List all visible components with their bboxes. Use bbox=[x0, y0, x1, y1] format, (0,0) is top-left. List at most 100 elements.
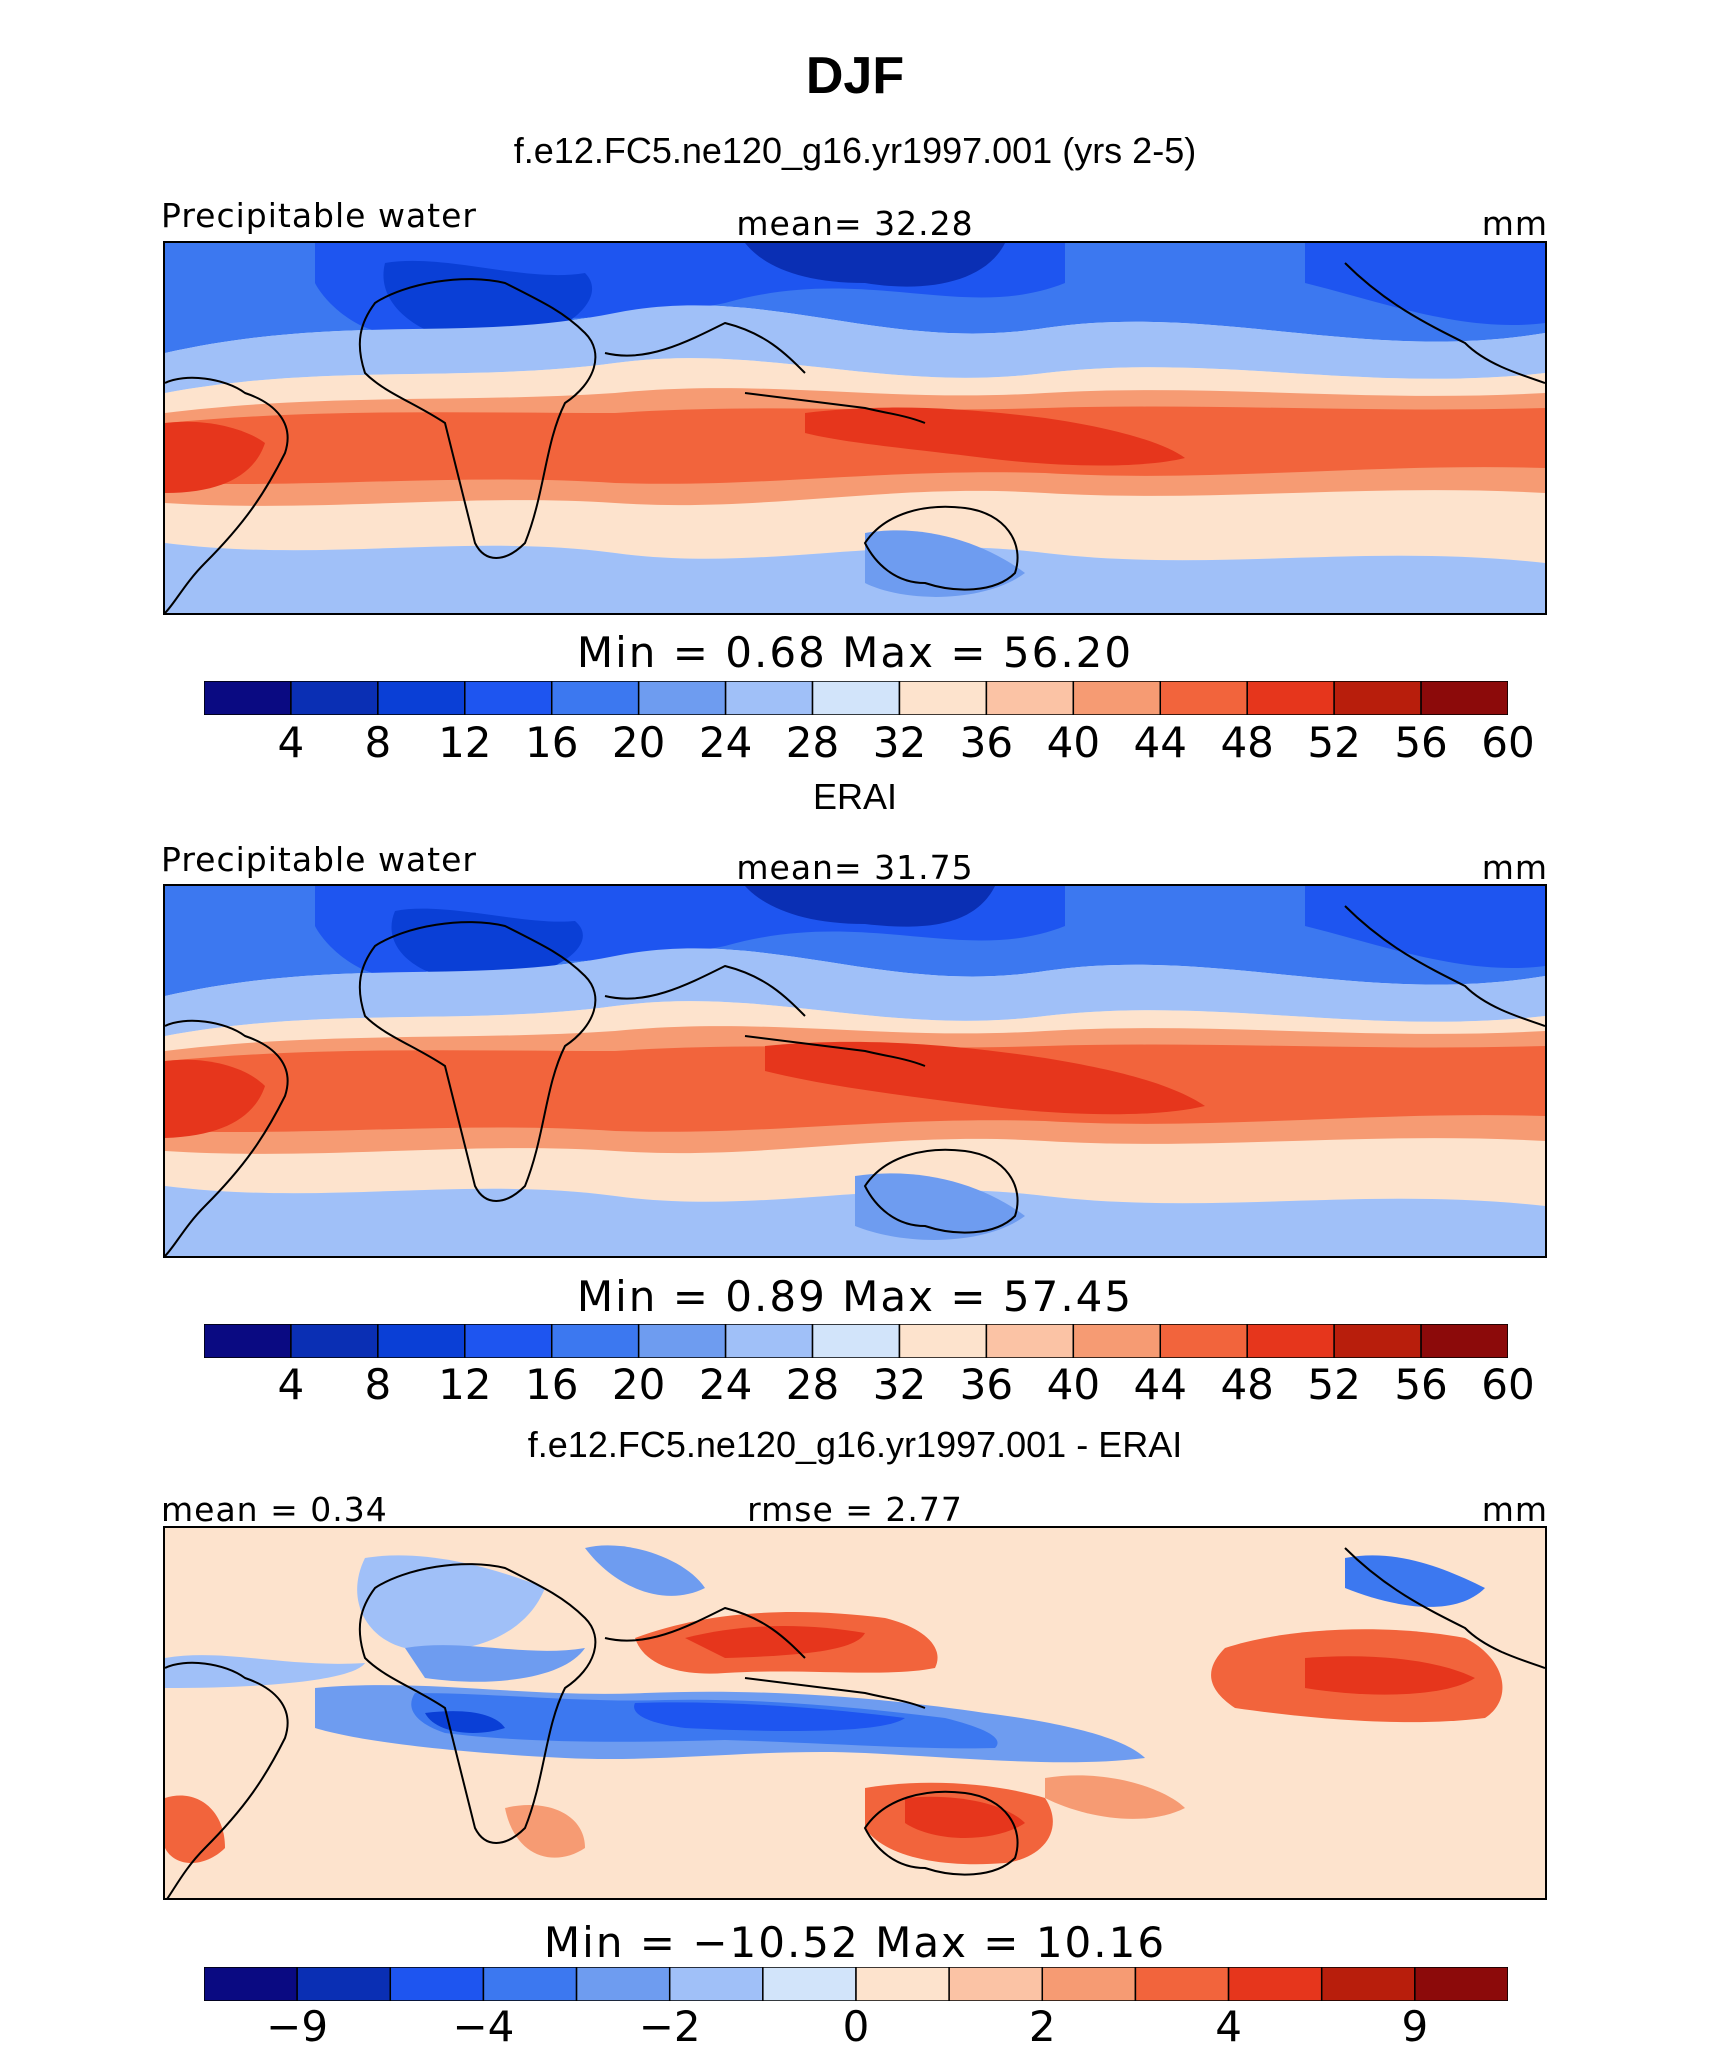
panel2-right-label: mm bbox=[1481, 848, 1548, 887]
colorbar-swatch bbox=[1246, 680, 1335, 716]
colorbar-tick-label: 48 bbox=[1220, 718, 1274, 767]
panel1-right-label: mm bbox=[1481, 204, 1548, 243]
colorbar-swatch bbox=[464, 1323, 553, 1359]
colorbar-swatch bbox=[290, 680, 379, 716]
colorbar-swatch bbox=[855, 1966, 950, 2002]
panel2-colorbar bbox=[203, 1323, 1509, 1359]
colorbar-tick-label: 24 bbox=[698, 718, 753, 767]
colorbar-tick-label: 28 bbox=[785, 1360, 840, 1409]
colorbar-tick-label: 4 bbox=[277, 718, 305, 767]
colorbar-tick-label: 60 bbox=[1481, 1360, 1535, 1409]
colorbar-tick-label: 44 bbox=[1133, 1360, 1187, 1409]
panel1-colorbar bbox=[203, 680, 1509, 716]
colorbar-swatch bbox=[377, 1323, 466, 1359]
panel2-center-label: mean= 31.75 bbox=[736, 848, 974, 887]
colorbar-tick-label: 32 bbox=[872, 718, 927, 767]
colorbar-swatch bbox=[811, 680, 901, 716]
colorbar-tick-label: 28 bbox=[785, 718, 840, 767]
colorbar-swatch bbox=[762, 1966, 857, 2002]
colorbar-tick-label: 12 bbox=[438, 1360, 492, 1409]
colorbar-tick-label: −2 bbox=[638, 2002, 701, 2051]
colorbar-tick-label: 36 bbox=[959, 1360, 1014, 1409]
colorbar-tick-label: 44 bbox=[1133, 718, 1187, 767]
panel3-center-label: rmse = 2.77 bbox=[747, 1490, 963, 1529]
colorbar-tick-label: 36 bbox=[959, 718, 1014, 767]
colorbar-swatch bbox=[898, 680, 988, 716]
colorbar-tick-label: 8 bbox=[364, 1360, 392, 1409]
colorbar-tick-label: 20 bbox=[611, 718, 666, 767]
colorbar-tick-label: 4 bbox=[1215, 2002, 1242, 2051]
panel3-colorbar-ticks: −9 −4 −2 0 2 4 9 bbox=[0, 2002, 1710, 2051]
colorbar-tick-label: 12 bbox=[438, 718, 492, 767]
panel1-map bbox=[163, 241, 1547, 615]
colorbar-swatch bbox=[550, 1323, 640, 1359]
colorbar-swatch bbox=[1072, 680, 1162, 716]
colorbar-tick-label: 8 bbox=[364, 718, 392, 767]
colorbar-tick-label: 40 bbox=[1046, 718, 1101, 767]
colorbar-swatch bbox=[377, 680, 466, 716]
colorbar-tick-label: 40 bbox=[1046, 1360, 1101, 1409]
colorbar-swatch bbox=[668, 1966, 764, 2002]
colorbar-tick-label: 48 bbox=[1220, 1360, 1274, 1409]
panel2-colorbar-svg bbox=[203, 1323, 1509, 1359]
panel3-title: f.e12.FC5.ne120_g16.yr1997.001 - ERAI bbox=[527, 1424, 1183, 1465]
colorbar-swatch bbox=[482, 1966, 578, 2002]
colorbar-tick-label: −4 bbox=[452, 2002, 515, 2051]
colorbar-tick-label: 16 bbox=[524, 718, 579, 767]
panel1-colorbar-svg bbox=[203, 680, 1509, 716]
colorbar-swatch bbox=[985, 1323, 1075, 1359]
colorbar-swatch bbox=[724, 680, 814, 716]
colorbar-swatch bbox=[1246, 1323, 1335, 1359]
colorbar-tick-label: 2 bbox=[1028, 2002, 1056, 2051]
colorbar-tick-label: 0 bbox=[842, 2002, 870, 2051]
colorbar-swatch bbox=[985, 680, 1075, 716]
colorbar-tick-label: 16 bbox=[524, 1360, 579, 1409]
colorbar-swatch bbox=[724, 1323, 814, 1359]
panel1-field bbox=[165, 243, 1545, 613]
panel2-colorbar-ticks: 4 8 12 16 20 24 28 32 36 40 44 48 52 56 60 bbox=[0, 1360, 1710, 1410]
colorbar-tick-label: 60 bbox=[1481, 718, 1535, 767]
colorbar-swatch bbox=[290, 1323, 379, 1359]
colorbar-tick-label: 20 bbox=[611, 1360, 666, 1409]
colorbar-tick-label: 52 bbox=[1307, 718, 1361, 767]
colorbar-swatch bbox=[1420, 680, 1509, 716]
colorbar-swatch bbox=[1333, 680, 1422, 716]
panel2-map bbox=[163, 884, 1547, 1258]
colorbar-tick-label: 32 bbox=[872, 1360, 927, 1409]
colorbar-swatch bbox=[637, 680, 727, 716]
colorbar-swatch bbox=[464, 680, 553, 716]
figure-title: DJF bbox=[805, 47, 905, 105]
panel1-title: f.e12.FC5.ne120_g16.yr1997.001 (yrs 2-5) bbox=[513, 130, 1197, 171]
colorbar-swatch bbox=[575, 1966, 671, 2002]
colorbar-swatch bbox=[203, 1323, 292, 1359]
panel3-map bbox=[163, 1526, 1547, 1900]
colorbar-swatch bbox=[948, 1966, 1044, 2002]
panel1-left-label: Precipitable water bbox=[161, 196, 477, 235]
panel2-min-max: Min = 0.89 Max = 57.45 bbox=[576, 1272, 1134, 1321]
panel1-center-label: mean= 32.28 bbox=[736, 204, 974, 243]
colorbar-tick-label: 56 bbox=[1394, 1360, 1448, 1409]
panel1-min-max: Min = 0.68 Max = 56.20 bbox=[576, 628, 1134, 677]
colorbar-swatch bbox=[1041, 1966, 1137, 2002]
colorbar-swatch bbox=[811, 1323, 901, 1359]
colorbar-tick-label: 24 bbox=[698, 1360, 753, 1409]
colorbar-swatch bbox=[1227, 1966, 1323, 2002]
panel2-field bbox=[165, 886, 1545, 1256]
colorbar-tick-label: 9 bbox=[1401, 2002, 1429, 2051]
colorbar-swatch bbox=[1420, 1323, 1509, 1359]
colorbar-swatch bbox=[1134, 1966, 1230, 2002]
panel2-left-label: Precipitable water bbox=[161, 840, 477, 879]
panel3-colorbar-svg bbox=[203, 1966, 1509, 2002]
panel1-colorbar-ticks: 4 8 12 16 20 24 28 32 36 40 44 48 52 56 60 bbox=[0, 718, 1710, 768]
panel2-title: ERAI bbox=[812, 776, 898, 817]
colorbar-tick-label: 4 bbox=[277, 1360, 305, 1409]
colorbar-swatch bbox=[1320, 1966, 1416, 2002]
colorbar-swatch bbox=[1333, 1323, 1422, 1359]
panel3-min-max: Min = −10.52 Max = 10.16 bbox=[543, 1918, 1167, 1967]
colorbar-swatch bbox=[1159, 1323, 1248, 1359]
panel3-right-label: mm bbox=[1481, 1490, 1548, 1529]
panel3-field bbox=[165, 1528, 1545, 1898]
panel3-colorbar bbox=[203, 1966, 1509, 2002]
colorbar-swatch bbox=[637, 1323, 727, 1359]
colorbar-swatch bbox=[1414, 1966, 1509, 2002]
